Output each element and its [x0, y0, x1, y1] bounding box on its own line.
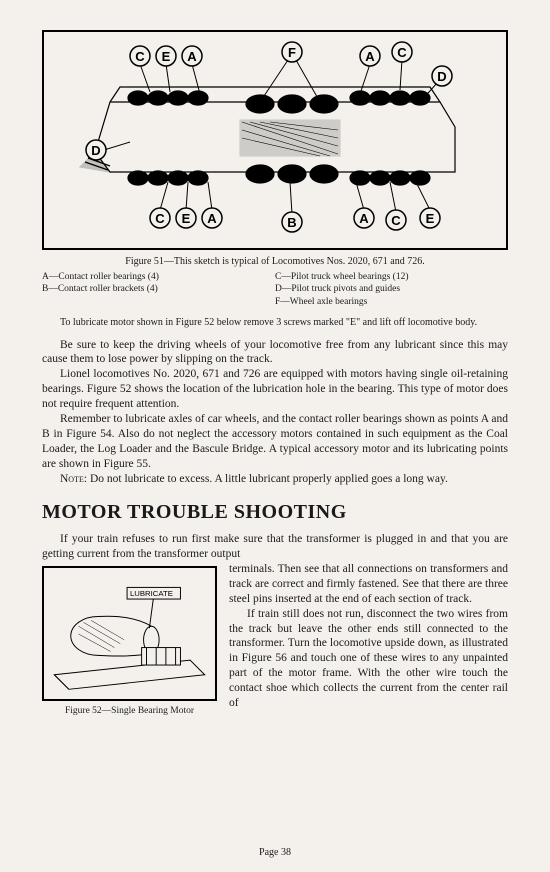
figure-52-box: LUBRICATE Figure 52—Single Bearing Motor — [42, 566, 217, 717]
legend-a: A—Contact roller bearings (4) — [42, 271, 275, 283]
lubricate-note: To lubricate motor shown in Figure 52 be… — [42, 316, 508, 330]
note-lead: Note: — [60, 473, 87, 485]
page-number: Page 38 — [0, 847, 550, 858]
para-4: Note: Do not lubricate to excess. A litt… — [42, 472, 508, 487]
locomotive-chassis-diagram: C E A F A C D D C E A B A C E — [44, 32, 506, 248]
svg-text:A: A — [187, 49, 197, 64]
section-heading: MOTOR TROUBLE SHOOTING — [42, 501, 508, 524]
svg-text:E: E — [426, 211, 435, 226]
legend-c: C—Pilot truck wheel bearings (12) — [275, 271, 508, 283]
svg-text:C: C — [391, 213, 401, 228]
legend-f: F—Wheel axle bearings — [275, 296, 508, 308]
legend-b: B—Contact roller brackets (4) — [42, 283, 275, 295]
body-paragraphs: Be sure to keep the driving wheels of yo… — [42, 338, 508, 487]
trouble-section: If your train refuses to run first make … — [42, 532, 508, 717]
svg-text:C: C — [397, 45, 407, 60]
lubricate-label: LUBRICATE — [130, 589, 173, 598]
figure-52-caption: Figure 52—Single Bearing Motor — [42, 705, 217, 717]
trouble-col-1: terminals. Then see that all connections… — [229, 563, 508, 605]
svg-text:D: D — [437, 69, 446, 84]
figure-51-frame: C E A F A C D D C E A B A C E — [42, 30, 508, 250]
svg-text:C: C — [155, 211, 165, 226]
svg-text:A: A — [207, 211, 217, 226]
legend-d: D—Pilot truck pivots and guides — [275, 283, 508, 295]
svg-text:C: C — [135, 49, 145, 64]
svg-text:B: B — [287, 215, 296, 230]
note-text: Do not lubricate to excess. A little lub… — [87, 473, 448, 485]
single-bearing-motor-diagram: LUBRICATE — [44, 568, 215, 699]
svg-text:E: E — [162, 49, 171, 64]
para-2: Lionel locomotives No. 2020, 671 and 726… — [42, 367, 508, 412]
para-1: Be sure to keep the driving wheels of yo… — [42, 338, 508, 368]
figure-51-legend: A—Contact roller bearings (4) B—Contact … — [42, 271, 508, 308]
svg-text:E: E — [182, 211, 191, 226]
figure-52-frame: LUBRICATE — [42, 566, 217, 701]
svg-text:A: A — [365, 49, 375, 64]
svg-text:F: F — [288, 45, 296, 60]
svg-text:D: D — [91, 143, 100, 158]
para-3: Remember to lubricate axles of car wheel… — [42, 412, 508, 472]
figure-51-caption: Figure 51—This sketch is typical of Loco… — [42, 256, 508, 267]
svg-text:A: A — [359, 211, 369, 226]
trouble-intro: If your train refuses to run first make … — [42, 532, 508, 562]
